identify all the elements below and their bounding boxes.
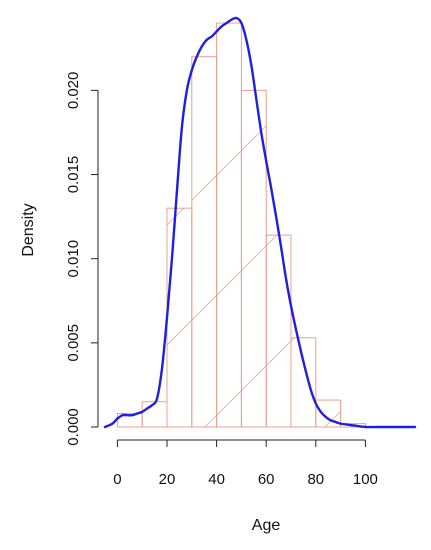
y-tick-label-2: 0.010: [65, 240, 82, 278]
histogram-bar-7: [290, 337, 317, 428]
y-tick-label-3: 0.015: [65, 156, 82, 194]
y-axis-title: Density: [20, 203, 37, 256]
histogram-bar-outline-2: [166, 207, 193, 428]
axes-layer: 0.000 0.005 0.010 0.015 0.020 0 20 40 60 80 100: [65, 72, 378, 488]
x-tick-label-5: 100: [353, 471, 378, 488]
x-tick-label-1: 20: [159, 471, 176, 488]
x-tick-label-4: 80: [307, 471, 324, 488]
x-tick-label-2: 40: [208, 471, 225, 488]
histogram-bar-outline-1: [141, 401, 168, 428]
histogram-bar-outline-6: [265, 234, 292, 428]
density-curve-layer: [103, 16, 417, 429]
y-tick-label-4: 0.020: [65, 72, 82, 110]
histogram-bar-outline-9: [340, 423, 366, 428]
histogram-bar-9: [340, 423, 366, 428]
x-tick-label-3: 60: [258, 471, 275, 488]
x-axis-title: Age: [252, 517, 281, 534]
y-tick-label-1: 0.005: [65, 324, 82, 362]
y-tick-label-0: 0.000: [65, 408, 82, 446]
histogram-bar-outline-4: [216, 22, 242, 428]
histogram-bar-outline-8: [315, 399, 342, 428]
x-tick-label-0: 0: [113, 471, 121, 488]
histogram-bar-outline-3: [191, 56, 218, 428]
histogram-bar-shading-4: [216, 150, 242, 416]
histogram-bar-outline-7: [290, 337, 317, 428]
histogram-bar-shading-3: [191, 174, 217, 427]
density-curve-line: [103, 16, 417, 429]
